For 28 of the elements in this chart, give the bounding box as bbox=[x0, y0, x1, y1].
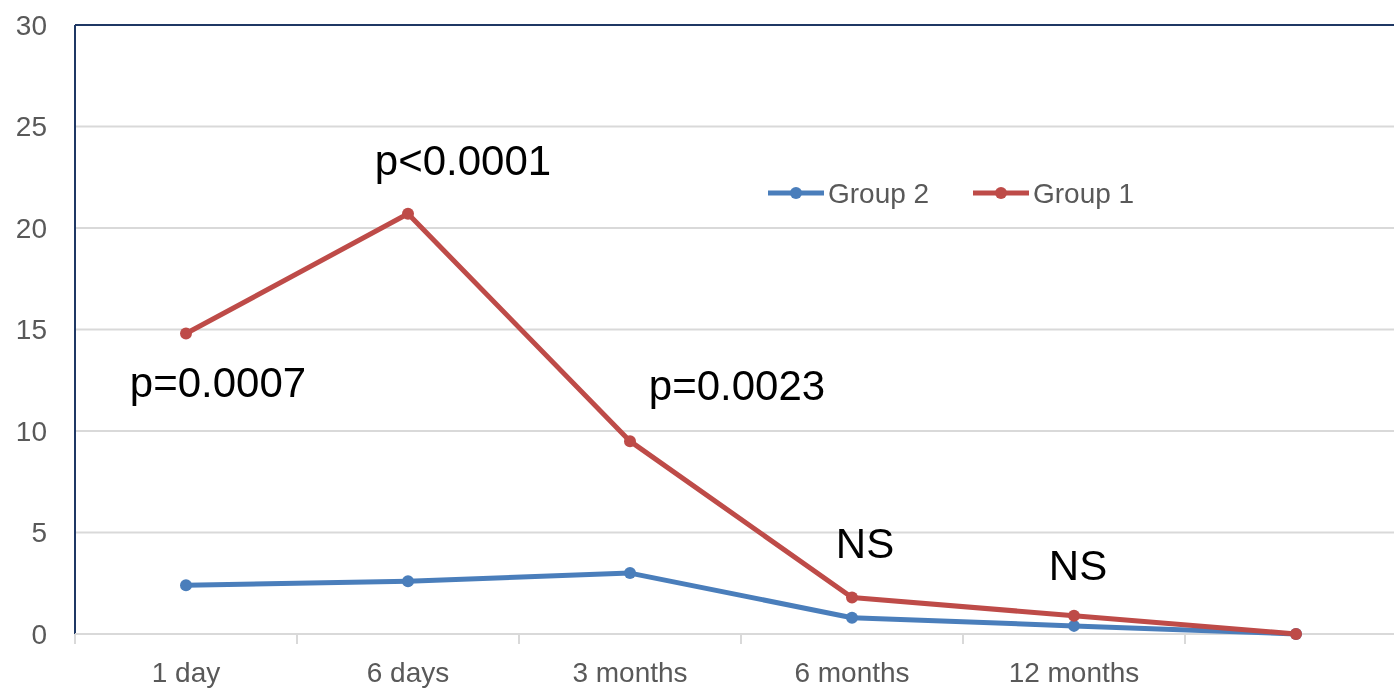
y-tick-label: 15 bbox=[15, 314, 47, 346]
x-tick-label: 6 days bbox=[366, 657, 450, 688]
annotation: NS bbox=[835, 520, 895, 568]
x-tick-label: 1 day bbox=[151, 657, 221, 688]
legend-label: Group 2 bbox=[828, 177, 930, 209]
annotation: p<0.0001 bbox=[374, 137, 552, 185]
legend-label: Group 1 bbox=[1033, 177, 1135, 209]
y-tick-label: 30 bbox=[15, 9, 47, 41]
annotation: p=0.0007 bbox=[129, 359, 307, 407]
point bbox=[180, 327, 192, 340]
x-tick-label: 12 months bbox=[1008, 657, 1140, 688]
y-tick-label: 5 bbox=[31, 517, 47, 549]
annotation: p=0.0023 bbox=[648, 361, 826, 409]
point bbox=[402, 207, 414, 220]
annotation: NS bbox=[1048, 542, 1108, 590]
point bbox=[180, 579, 192, 592]
point bbox=[846, 591, 858, 604]
y-tick-label: 0 bbox=[31, 618, 47, 650]
x-tick-label: 6 months bbox=[794, 657, 910, 688]
point bbox=[1068, 609, 1080, 622]
point bbox=[624, 567, 636, 580]
x-tick-label: 3 months bbox=[572, 657, 688, 688]
y-tick-label: 20 bbox=[15, 212, 47, 244]
point bbox=[402, 575, 414, 588]
point bbox=[846, 611, 858, 624]
y-tick-label: 10 bbox=[15, 415, 47, 447]
point bbox=[624, 435, 636, 448]
y-tick-label: 25 bbox=[15, 111, 47, 143]
